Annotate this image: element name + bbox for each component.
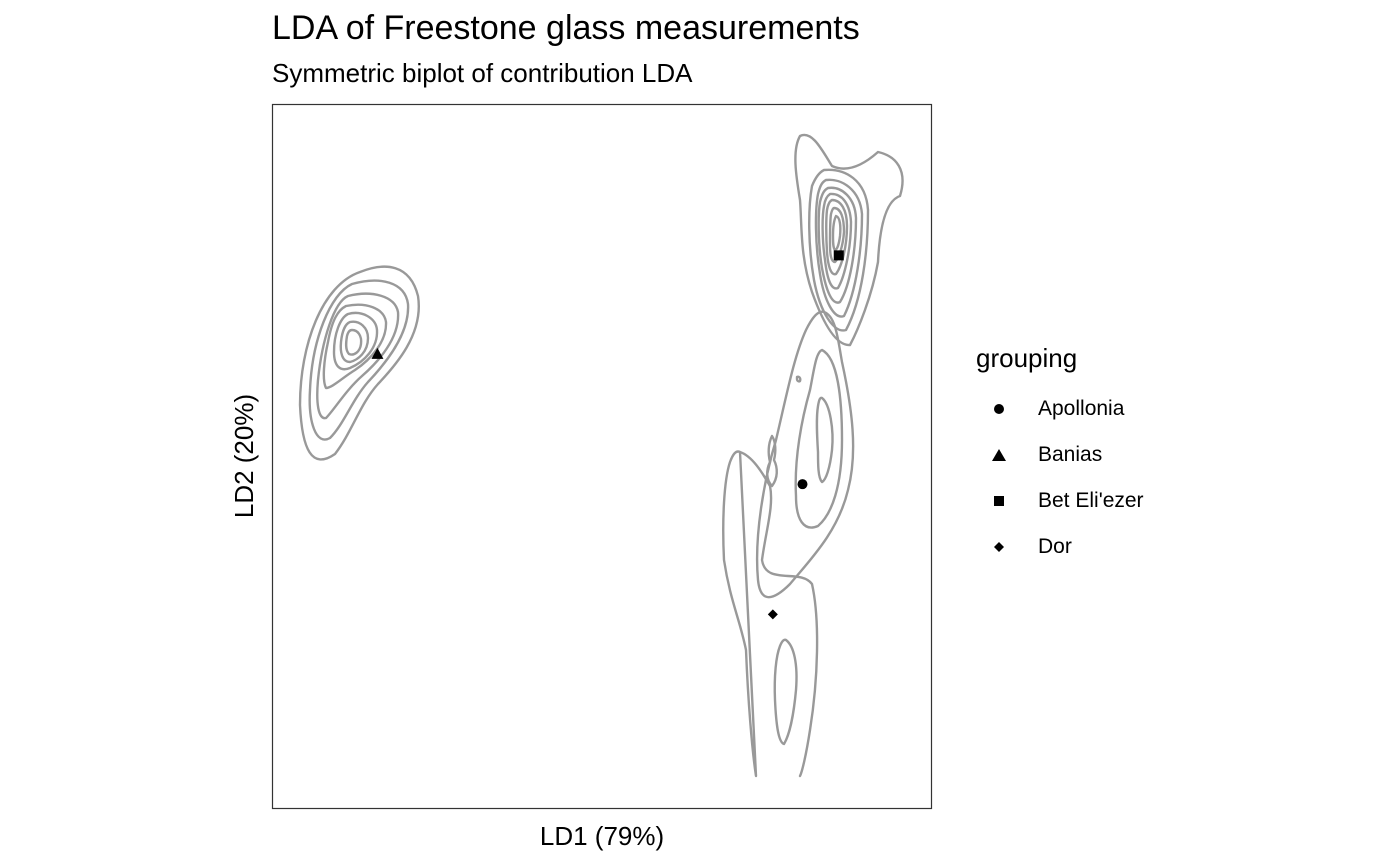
- x-axis-label: LD1 (79%): [539, 821, 665, 851]
- point-banias: [371, 347, 384, 359]
- chart-subtitle: Symmetric biplot of contribution LDA: [272, 58, 693, 88]
- legend-item-apollonia: Apollonia: [976, 386, 1144, 432]
- legend-key-diamond-icon: [976, 524, 1022, 570]
- contour-banias-3: [316, 292, 400, 420]
- contour-beteliezer-1: [794, 133, 904, 347]
- legend-key-triangle-icon: [976, 432, 1022, 478]
- legend-title: grouping: [976, 343, 1078, 373]
- contour-apollonia-1: [755, 310, 855, 599]
- point-apollonia: [797, 479, 808, 490]
- contour-beteliezer-8: [831, 214, 842, 252]
- contour-banias-1: [298, 265, 421, 461]
- legend-item-banias: Banias: [976, 432, 1144, 478]
- contour-dor-2: [766, 434, 778, 488]
- contour-apollonia-2: [794, 348, 844, 529]
- contour-beteliezer-4: [817, 186, 858, 304]
- contour-beteliezer-7: [828, 206, 846, 264]
- contour-beteliezer-5: [821, 192, 853, 290]
- chart-title: LDA of Freestone glass measurements: [272, 9, 860, 47]
- contour-banias-2: [308, 279, 410, 441]
- contour-beteliezer-3: [814, 178, 864, 318]
- contour-dor-3: [773, 638, 798, 746]
- contour-banias-6: [339, 320, 370, 364]
- legend-label: Banias: [1038, 443, 1103, 466]
- group-points: [371, 250, 844, 620]
- contour-banias-7: [344, 328, 363, 356]
- contour-dor-1: [722, 450, 819, 778]
- legend-key-square-icon: [976, 478, 1022, 524]
- legend-label: Apollonia: [1038, 397, 1125, 420]
- legend: grouping Apollonia Banias Bet Eli'ezer D…: [976, 340, 1144, 570]
- contour-banias-4: [322, 303, 388, 390]
- point-dor: [767, 609, 778, 620]
- contour-beteliezer-6: [825, 198, 849, 276]
- legend-label: Dor: [1038, 535, 1072, 558]
- density-contours: [298, 133, 904, 778]
- legend-item-bet-eliezer: Bet Eli'ezer: [976, 478, 1144, 524]
- legend-item-dor: Dor: [976, 524, 1144, 570]
- point-bet-eli-ezer: [833, 250, 844, 261]
- contour-apollonia-3: [815, 396, 834, 484]
- contour-banias-5: [332, 311, 379, 371]
- contour-apollonia-4: [795, 375, 802, 383]
- legend-label: Bet Eli'ezer: [1038, 489, 1144, 512]
- y-axis-label: LD2 (20%): [229, 393, 259, 519]
- legend-key-circle-icon: [976, 386, 1022, 432]
